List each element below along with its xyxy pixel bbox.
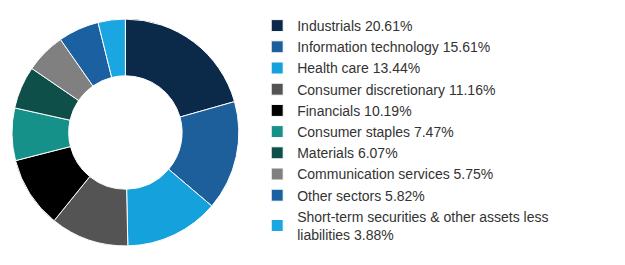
svg-text:Communication services 5.75%: Communication services 5.75% bbox=[297, 166, 493, 182]
svg-text:Information technology 15.61%: Information technology 15.61% bbox=[297, 39, 490, 55]
svg-text:Consumer discretionary 11.16%: Consumer discretionary 11.16% bbox=[297, 82, 495, 98]
svg-text:Financials 10.19%: Financials 10.19% bbox=[297, 103, 411, 119]
svg-text:Industrials 20.61%: Industrials 20.61% bbox=[297, 18, 412, 34]
svg-text:Consumer staples 7.47%: Consumer staples 7.47% bbox=[297, 124, 453, 140]
svg-text:Health care 13.44%: Health care 13.44% bbox=[297, 60, 420, 76]
svg-text:Materials 6.07%: Materials 6.07% bbox=[297, 145, 397, 161]
svg-text:Short-term securities & other: Short-term securities & other assets les… bbox=[297, 209, 548, 243]
svg-text:Other sectors 5.82%: Other sectors 5.82% bbox=[297, 188, 425, 204]
